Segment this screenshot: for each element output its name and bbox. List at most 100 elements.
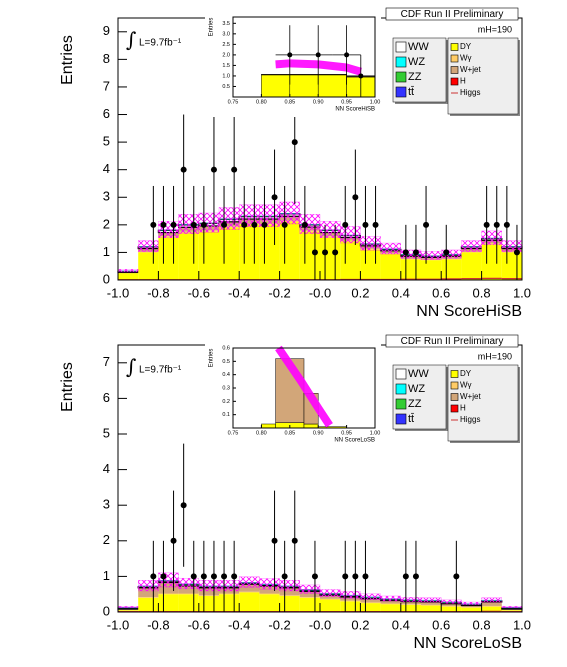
histogram-bar bbox=[138, 597, 159, 612]
histogram-bar bbox=[501, 251, 522, 253]
data-point bbox=[332, 249, 339, 256]
uncertainty-band bbox=[219, 580, 240, 591]
histogram-bar bbox=[340, 600, 361, 602]
data-point bbox=[453, 573, 460, 580]
histogram-bar bbox=[239, 584, 260, 592]
uncertainty-band bbox=[501, 606, 522, 608]
uncertainty-band-edge bbox=[137, 240, 159, 252]
legend-label: DY bbox=[460, 369, 472, 378]
uncertainty-band bbox=[461, 602, 482, 605]
legend-label: Higgs bbox=[460, 415, 480, 424]
histogram-bar bbox=[421, 259, 442, 261]
y-tick-label: 0.5 bbox=[222, 359, 230, 365]
x-tick-label: 0.90 bbox=[313, 99, 324, 105]
data-point bbox=[200, 573, 207, 580]
histogram-bar bbox=[421, 604, 442, 606]
plot-frame bbox=[232, 16, 376, 98]
y-tick-label: 1 bbox=[103, 568, 110, 583]
y-axis-label: Entries bbox=[59, 35, 76, 85]
histogram-bar bbox=[461, 605, 482, 608]
histogram-bar bbox=[279, 222, 300, 280]
histogram-bar bbox=[481, 601, 502, 606]
data-point bbox=[372, 221, 379, 228]
y-tick-label: 1.5 bbox=[222, 63, 230, 69]
legend-swatch bbox=[450, 43, 459, 51]
histogram-bar bbox=[138, 252, 159, 280]
legend-swatch bbox=[450, 393, 459, 401]
uncertainty-band bbox=[320, 221, 341, 238]
x-tick-label: 0.95 bbox=[341, 99, 352, 105]
histogram-bar bbox=[279, 588, 300, 596]
y-axis-label: Entries bbox=[59, 362, 76, 412]
data-point bbox=[301, 221, 308, 228]
legend-label: WW bbox=[408, 41, 429, 53]
legend-label: W+jet bbox=[460, 392, 481, 401]
histogram-bar bbox=[461, 607, 482, 608]
histogram-bar bbox=[320, 598, 341, 600]
x-tick-label: -0.0 bbox=[309, 617, 331, 632]
legend-swatch bbox=[395, 71, 407, 83]
x-tick-label: 0.85 bbox=[284, 99, 295, 105]
uncertainty-band-edge bbox=[340, 226, 361, 244]
uncertainty-band bbox=[380, 595, 401, 601]
x-tick-label: 0.8 bbox=[473, 617, 491, 632]
data-point bbox=[231, 573, 238, 580]
histogram-bar bbox=[400, 258, 421, 260]
x-tick-label: 1.0 bbox=[513, 285, 531, 300]
x-tick-label: 0.80 bbox=[256, 99, 267, 105]
data-point bbox=[362, 221, 369, 228]
uncertainty-band bbox=[138, 580, 159, 591]
x-tick-label: 0.80 bbox=[256, 430, 267, 436]
data-point bbox=[210, 166, 217, 173]
y-tick-label: 9 bbox=[103, 23, 110, 38]
histogram-bar bbox=[299, 231, 320, 280]
histogram-bar bbox=[219, 594, 240, 612]
legend-box bbox=[447, 364, 519, 442]
x-axis-label: NN ScoreHiSB bbox=[416, 303, 522, 320]
legend-swatch bbox=[450, 370, 459, 378]
x-tick-label: -0.6 bbox=[188, 617, 210, 632]
data-point bbox=[358, 73, 364, 79]
data-point bbox=[150, 573, 157, 580]
uncertainty-band-edge bbox=[441, 249, 462, 259]
inset-x-axis-label: NN ScoreHiSB bbox=[335, 107, 375, 113]
y-tick-label: 2 bbox=[103, 216, 110, 231]
x-tick-label: 0.75 bbox=[228, 430, 239, 436]
x-tick-label: 1.00 bbox=[370, 99, 381, 105]
histogram-bar bbox=[380, 603, 401, 605]
uncertainty-band-edge bbox=[461, 240, 482, 252]
histogram-bar bbox=[320, 599, 341, 612]
x-tick-label: 1.00 bbox=[370, 430, 381, 436]
uncertainty-band bbox=[299, 584, 320, 594]
legend-label: ZZ bbox=[408, 71, 422, 83]
x-tick-label: 0.8 bbox=[473, 285, 491, 300]
data-point bbox=[261, 221, 268, 228]
x-tick-label: -0.2 bbox=[268, 285, 290, 300]
lumi-symbol: ∫ bbox=[126, 28, 136, 52]
histogram-bar bbox=[461, 607, 482, 612]
x-tick-label: -1.0 bbox=[107, 617, 129, 632]
histogram-bar bbox=[289, 74, 319, 98]
legend-swatch bbox=[450, 66, 459, 74]
uncertainty-band bbox=[239, 576, 260, 588]
uncertainty-band bbox=[421, 251, 442, 260]
data-point bbox=[412, 573, 419, 580]
data-point bbox=[160, 573, 167, 580]
histogram-bar bbox=[400, 259, 421, 280]
uncertainty-band bbox=[320, 589, 341, 597]
histogram-bar bbox=[299, 591, 320, 598]
y-tick-label: 4 bbox=[103, 461, 110, 476]
x-tick-label: 0.85 bbox=[284, 430, 295, 436]
data-point bbox=[231, 166, 238, 173]
histogram-bar bbox=[303, 423, 319, 429]
histogram-bar bbox=[421, 605, 442, 612]
histogram-bar bbox=[481, 605, 502, 607]
histogram-bar bbox=[400, 604, 421, 612]
data-point bbox=[180, 502, 187, 509]
histogram-bar bbox=[259, 593, 280, 595]
legend-swatch bbox=[450, 381, 459, 390]
histogram-bar bbox=[380, 600, 401, 604]
data-point bbox=[503, 221, 510, 228]
y-tick-label: 2.5 bbox=[222, 42, 230, 48]
